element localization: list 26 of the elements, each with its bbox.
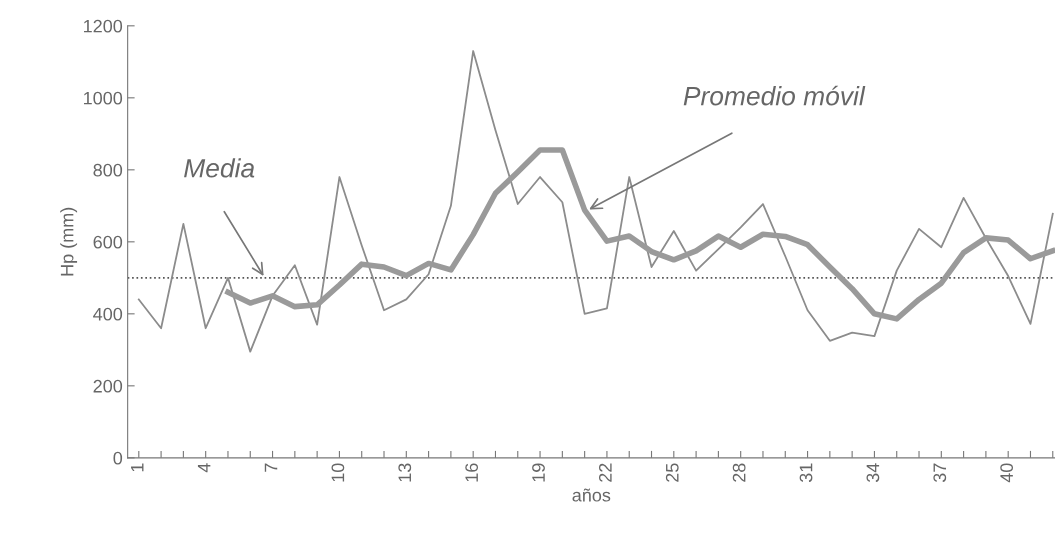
annotation: Promedio móvil xyxy=(683,85,866,106)
x-tick-label: 31 xyxy=(799,463,813,483)
x-tick-label: 34 xyxy=(866,463,880,483)
x-tick-label: 19 xyxy=(532,463,545,482)
x-tick-label: 28 xyxy=(732,463,746,482)
x-tick-label: 22 xyxy=(598,463,612,482)
y-tick-label: 0 xyxy=(113,451,123,465)
x-tick-label: 16 xyxy=(465,463,479,482)
x-tick-label: 40 xyxy=(1000,463,1014,483)
y-tick-label: 1000 xyxy=(84,91,123,105)
y-tick-label: 1200 xyxy=(84,19,123,33)
x-tick-label: 37 xyxy=(933,463,947,483)
y-tick-label: 200 xyxy=(93,379,123,393)
line-series xyxy=(137,50,1054,353)
x-tick-label: 4 xyxy=(197,463,211,473)
x-tick-label: 13 xyxy=(398,463,412,482)
x-tick-label: 1 xyxy=(131,463,144,472)
x-tick-label: 7 xyxy=(264,463,278,472)
y-tick-label: 600 xyxy=(93,235,123,249)
y-axis-title: Hp (mm) xyxy=(60,207,78,276)
y-tick-label: 400 xyxy=(93,307,123,321)
annotation: Media xyxy=(184,158,255,178)
x-tick-label: 25 xyxy=(665,463,679,482)
x-axis-title: años xyxy=(572,488,611,502)
x-tick-label: 10 xyxy=(331,463,345,482)
y-tick-label: 800 xyxy=(93,163,123,177)
